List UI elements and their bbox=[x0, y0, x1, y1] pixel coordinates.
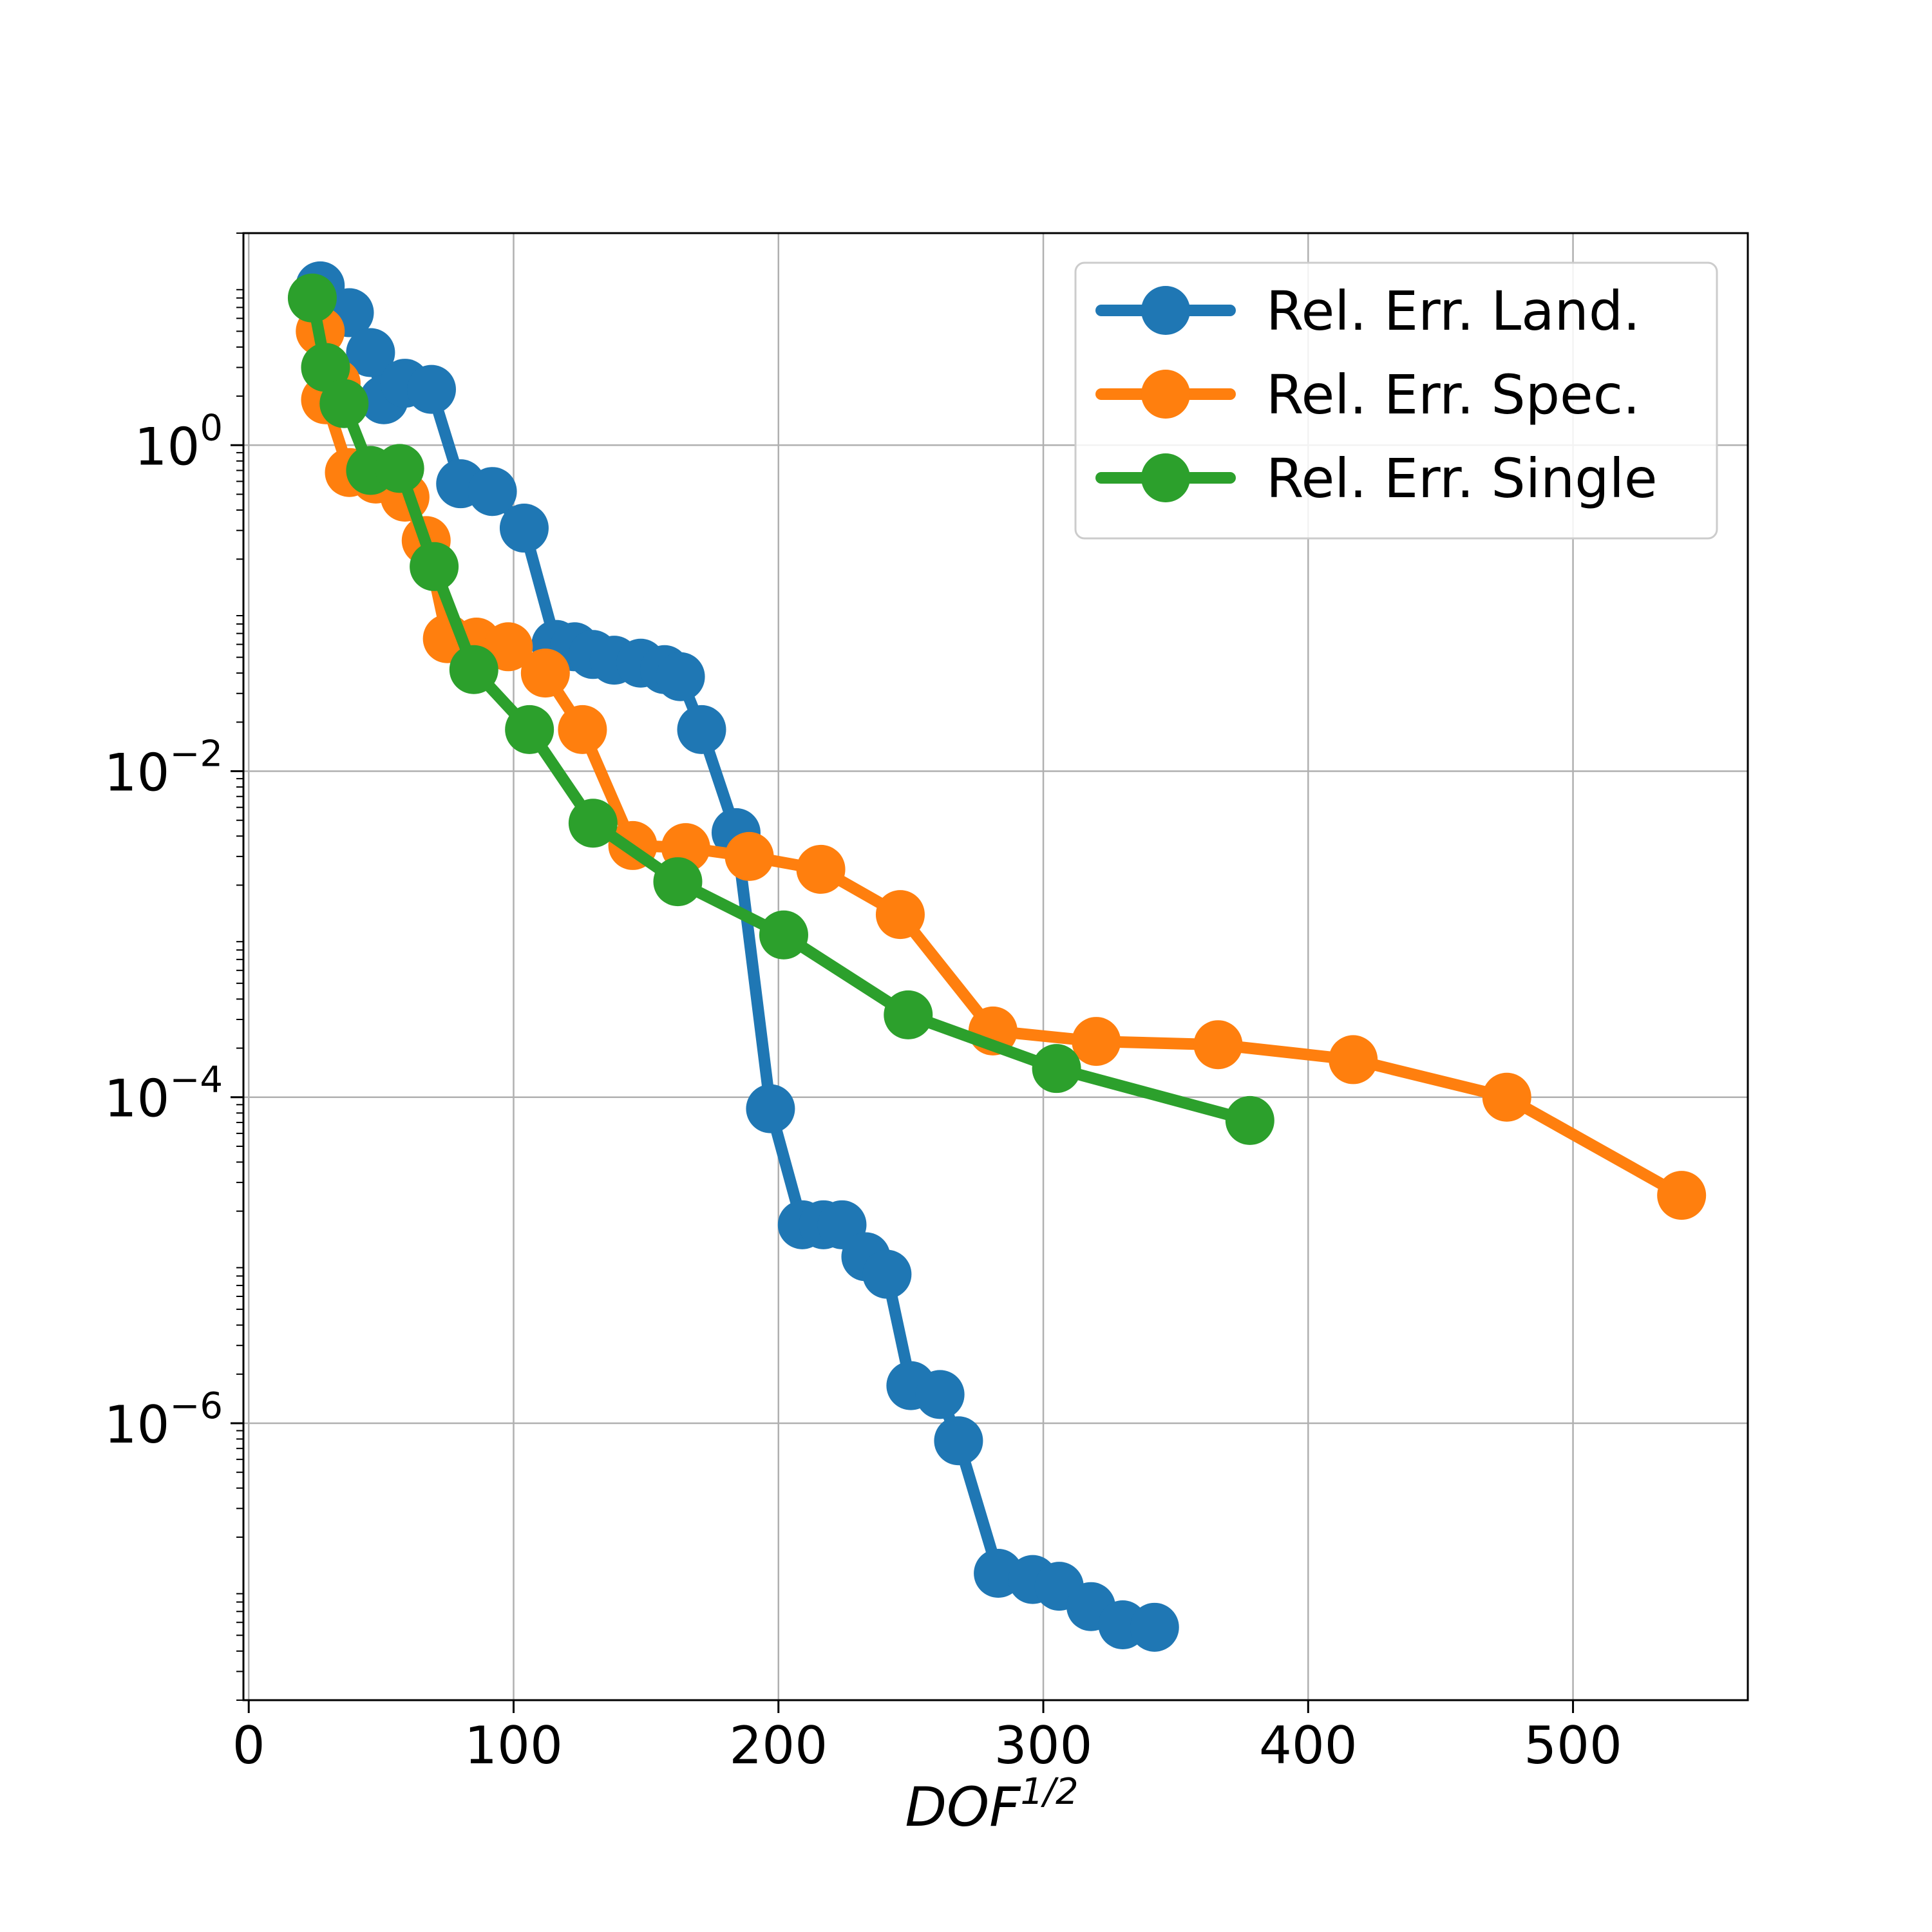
legend-label: Rel. Err. Spec. bbox=[1266, 363, 1640, 426]
series-point bbox=[759, 910, 808, 960]
series-point bbox=[346, 328, 395, 377]
series-point bbox=[449, 645, 498, 694]
series-point bbox=[934, 1416, 983, 1466]
legend-marker bbox=[1141, 370, 1190, 419]
x-tick-label: 100 bbox=[464, 1716, 563, 1776]
series-point bbox=[1482, 1072, 1531, 1122]
series-1 bbox=[296, 261, 1179, 1652]
x-tick-label: 500 bbox=[1524, 1716, 1622, 1776]
series-point bbox=[505, 705, 554, 754]
x-tick-label: 400 bbox=[1259, 1716, 1358, 1776]
legend-entry-2: Rel. Err. Spec. bbox=[1095, 363, 1640, 426]
y-tick-label: 100 bbox=[135, 407, 223, 477]
legend-label: Rel. Err. Land. bbox=[1266, 279, 1640, 343]
legend-label: Rel. Err. Single bbox=[1266, 447, 1658, 510]
series-point bbox=[301, 343, 350, 392]
axes: 0 100 200 300 400 500 100 10−2 10−4 10−6 bbox=[104, 232, 1622, 1776]
legend: Rel. Err. Land. Rel. Err. Spec. Rel. Err. … bbox=[1074, 261, 1718, 540]
series-point bbox=[568, 799, 618, 848]
series-point bbox=[746, 1084, 795, 1133]
series-point bbox=[656, 652, 705, 701]
series-point bbox=[862, 1249, 912, 1299]
series-point bbox=[484, 622, 533, 672]
x-tick-label: 0 bbox=[232, 1716, 265, 1776]
series-3 bbox=[287, 273, 1274, 1145]
series-point bbox=[410, 542, 459, 591]
legend-entry-3: Rel. Err. Single bbox=[1095, 447, 1658, 510]
legend-marker bbox=[1141, 286, 1190, 335]
y-tick-label: 10−2 bbox=[104, 734, 223, 803]
series-point bbox=[468, 467, 517, 516]
series-point bbox=[1657, 1171, 1707, 1220]
series-point bbox=[499, 504, 549, 553]
legend-marker bbox=[1141, 453, 1190, 502]
series-point bbox=[915, 1370, 965, 1419]
legend-frame bbox=[1074, 261, 1718, 540]
series-point bbox=[884, 990, 933, 1039]
series-point bbox=[724, 831, 774, 881]
series-point bbox=[375, 444, 424, 493]
y-tick-label: 10−4 bbox=[104, 1059, 223, 1129]
series-layer bbox=[287, 261, 1707, 1652]
x-tick-label: 300 bbox=[994, 1716, 1093, 1776]
series-point bbox=[796, 844, 846, 894]
series-point bbox=[1072, 1017, 1121, 1066]
series-point bbox=[677, 705, 726, 754]
series-point bbox=[1329, 1035, 1378, 1084]
series-point bbox=[1193, 1020, 1243, 1070]
legend-entry-1: Rel. Err. Land. bbox=[1095, 279, 1640, 343]
series-point bbox=[520, 649, 570, 698]
series-point bbox=[653, 857, 703, 907]
x-tick-label: 200 bbox=[729, 1716, 828, 1776]
x-axis-label-base: DOF bbox=[905, 1776, 1021, 1839]
series-point bbox=[875, 890, 925, 940]
series-point bbox=[1130, 1602, 1179, 1652]
series-point bbox=[287, 273, 337, 323]
x-axis-label-superscript: 1/2 bbox=[1021, 1771, 1079, 1813]
x-axis-label: DOF1/2 bbox=[905, 1771, 1078, 1839]
y-tick-label: 10−6 bbox=[104, 1385, 223, 1455]
series-point bbox=[319, 379, 369, 428]
plot-frame bbox=[242, 232, 1749, 1701]
series-point bbox=[407, 365, 456, 414]
series-point bbox=[558, 705, 607, 754]
series-point bbox=[1225, 1095, 1274, 1145]
series-point bbox=[1032, 1044, 1081, 1094]
